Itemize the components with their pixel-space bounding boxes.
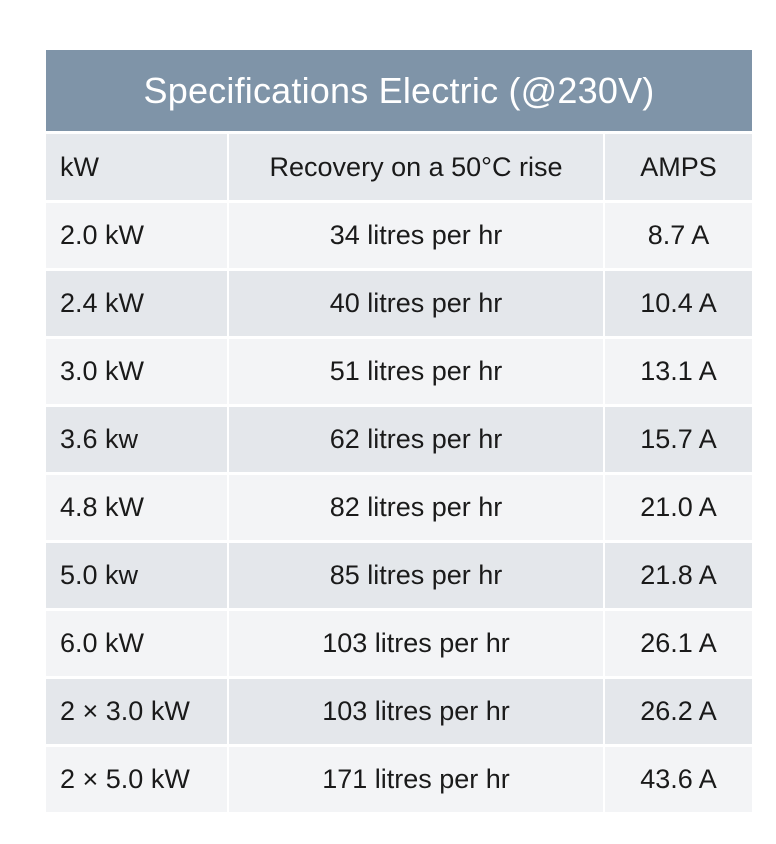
table-row: 5.0 kw 85 litres per hr 21.8 A: [46, 541, 753, 611]
cell-kw: 3.6 kw: [46, 405, 229, 475]
cell-kw: 2 × 3.0 kW: [46, 677, 229, 747]
cell-recovery: 103 litres per hr: [228, 677, 605, 747]
header-amps: AMPS: [604, 132, 753, 203]
specifications-table: Specifications Electric (@230V) kW Recov…: [46, 50, 753, 815]
cell-amps: 13.1 A: [604, 337, 753, 407]
table-row: 3.6 kw 62 litres per hr 15.7 A: [46, 405, 753, 475]
cell-recovery: 103 litres per hr: [228, 609, 605, 679]
cell-kw: 4.8 kW: [46, 473, 229, 543]
header-kw: kW: [46, 132, 229, 203]
cell-recovery: 40 litres per hr: [228, 269, 605, 339]
cell-kw: 5.0 kw: [46, 541, 229, 611]
cell-amps: 26.2 A: [604, 677, 753, 747]
cell-recovery: 85 litres per hr: [228, 541, 605, 611]
cell-recovery: 82 litres per hr: [228, 473, 605, 543]
table-row: 3.0 kW 51 litres per hr 13.1 A: [46, 337, 753, 407]
table-title: Specifications Electric (@230V): [46, 50, 753, 134]
cell-amps: 15.7 A: [604, 405, 753, 475]
header-recovery: Recovery on a 50°C rise: [228, 132, 605, 203]
cell-kw: 2.4 kW: [46, 269, 229, 339]
cell-amps: 21.8 A: [604, 541, 753, 611]
cell-recovery: 171 litres per hr: [228, 745, 605, 815]
header-row: kW Recovery on a 50°C rise AMPS: [46, 132, 753, 203]
cell-kw: 2 × 5.0 kW: [46, 745, 229, 815]
cell-recovery: 51 litres per hr: [228, 337, 605, 407]
table-row: 2.0 kW 34 litres per hr 8.7 A: [46, 201, 753, 271]
table-row: 2 × 3.0 kW 103 litres per hr 26.2 A: [46, 677, 753, 747]
table-row: 6.0 kW 103 litres per hr 26.1 A: [46, 609, 753, 679]
table-row: 4.8 kW 82 litres per hr 21.0 A: [46, 473, 753, 543]
table-row: 2.4 kW 40 litres per hr 10.4 A: [46, 269, 753, 339]
table-row: 2 × 5.0 kW 171 litres per hr 43.6 A: [46, 745, 753, 815]
cell-kw: 6.0 kW: [46, 609, 229, 679]
cell-recovery: 62 litres per hr: [228, 405, 605, 475]
cell-amps: 21.0 A: [604, 473, 753, 543]
cell-amps: 8.7 A: [604, 201, 753, 271]
cell-amps: 26.1 A: [604, 609, 753, 679]
title-row: Specifications Electric (@230V): [46, 50, 753, 134]
cell-kw: 3.0 kW: [46, 337, 229, 407]
cell-recovery: 34 litres per hr: [228, 201, 605, 271]
cell-kw: 2.0 kW: [46, 201, 229, 271]
cell-amps: 43.6 A: [604, 745, 753, 815]
cell-amps: 10.4 A: [604, 269, 753, 339]
